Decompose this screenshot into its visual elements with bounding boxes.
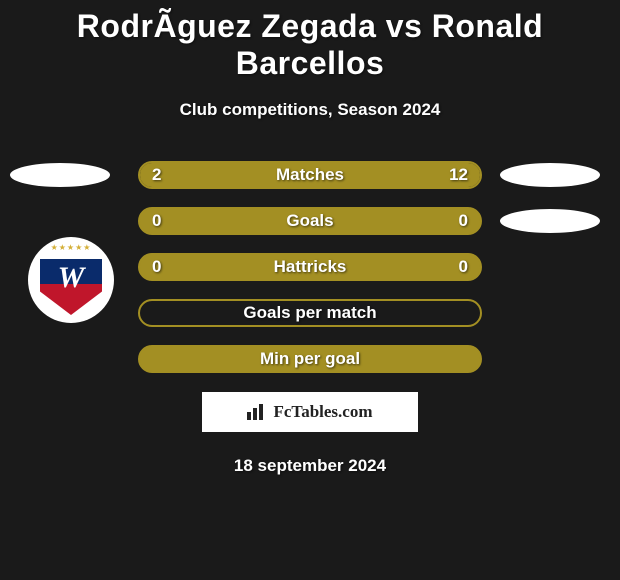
stat-row-mpg: Min per goal	[0, 336, 620, 382]
badge-stars: ★★★★★	[40, 243, 102, 252]
stat-value-left: 0	[152, 257, 161, 277]
stat-row-goals: 0 Goals 0	[0, 198, 620, 244]
stat-label: Matches	[276, 165, 344, 185]
player-chip-right	[500, 163, 600, 187]
stat-label: Goals	[286, 211, 333, 231]
player-chip-left	[10, 163, 110, 187]
stat-bar: 2 Matches 12	[138, 161, 482, 189]
bar-fill-left	[140, 163, 188, 187]
stat-value-right: 12	[449, 165, 468, 185]
player-chip-right	[500, 209, 600, 233]
badge-graphic: ★★★★★ W	[40, 245, 102, 315]
subtitle: Club competitions, Season 2024	[0, 100, 620, 120]
stat-value-right: 0	[459, 211, 468, 231]
stat-value-left: 0	[152, 211, 161, 231]
stat-bar: Min per goal	[138, 345, 482, 373]
attribution-box[interactable]: FcTables.com	[202, 392, 418, 432]
stat-bar: Goals per match	[138, 299, 482, 327]
stat-bar: 0 Goals 0	[138, 207, 482, 235]
page-title: RodrÃ­guez Zegada vs Ronald Barcellos	[0, 0, 620, 82]
stat-label: Min per goal	[260, 349, 360, 369]
stat-value-left: 2	[152, 165, 161, 185]
bar-chart-icon	[247, 404, 267, 420]
stat-label: Goals per match	[243, 303, 376, 323]
stat-value-right: 0	[459, 257, 468, 277]
stat-label: Hattricks	[274, 257, 347, 277]
date-text: 18 september 2024	[0, 456, 620, 476]
club-badge-left: ★★★★★ W	[28, 237, 114, 323]
attribution-text: FcTables.com	[273, 402, 372, 422]
stats-area: 2 Matches 12 0 Goals 0 0 Hattricks 0	[0, 152, 620, 382]
stat-row-matches: 2 Matches 12	[0, 152, 620, 198]
stat-bar: 0 Hattricks 0	[138, 253, 482, 281]
badge-letter: W	[40, 261, 102, 295]
